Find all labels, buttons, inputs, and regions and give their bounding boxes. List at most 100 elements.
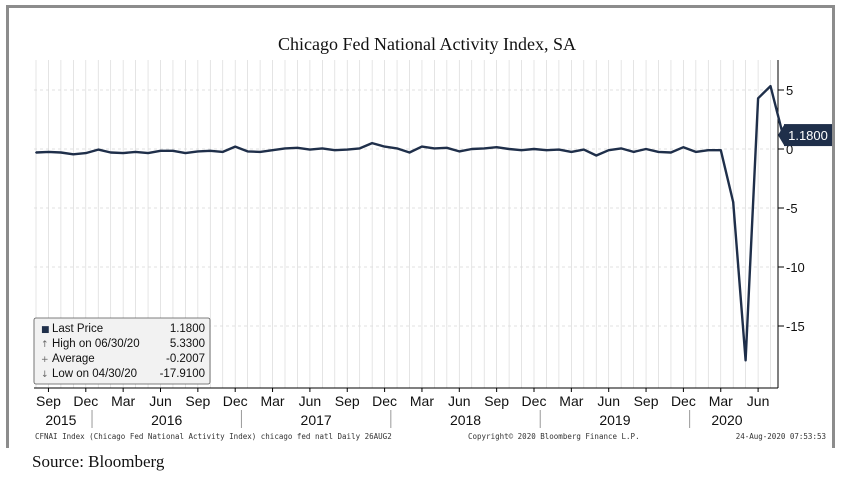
data-point [445, 146, 448, 149]
footer-left-note: CFNAI Index (Chicago Fed National Activi… [35, 432, 392, 441]
x-tick-label: Sep [335, 393, 360, 409]
legend-label: Last Price [52, 323, 103, 335]
data-point [707, 149, 710, 152]
year-label: 2020 [711, 412, 742, 428]
data-point [346, 148, 349, 151]
data-point [184, 152, 187, 155]
data-point [632, 151, 635, 153]
data-point [209, 149, 212, 152]
data-point [371, 142, 374, 145]
x-tick-label: Dec [372, 393, 397, 409]
legend-symbol: ↑ [41, 340, 49, 350]
x-tick-label: Sep [36, 393, 61, 409]
data-point [719, 149, 722, 152]
x-tick-label: Mar [709, 393, 733, 409]
x-tick-label: Jun [747, 393, 770, 409]
footer-copyright: Copyright© 2020 Bloomberg Finance L.P. [468, 432, 640, 441]
data-point [657, 151, 660, 153]
x-tick-label: Dec [73, 393, 98, 409]
data-point [769, 85, 772, 88]
data-point [670, 151, 672, 154]
legend-label: Average [52, 353, 95, 365]
data-point [234, 145, 237, 148]
data-point [47, 151, 50, 153]
data-point [620, 147, 623, 150]
data-point [694, 151, 697, 153]
data-point [284, 147, 286, 150]
x-tick-label: Jun [448, 393, 471, 409]
data-point [408, 151, 411, 154]
data-point [296, 146, 299, 149]
data-point [221, 151, 224, 153]
data-point [458, 150, 461, 153]
legend-symbol: ■ [41, 325, 50, 335]
data-point [72, 153, 75, 156]
data-point [682, 146, 685, 149]
x-tick-label: Sep [484, 393, 509, 409]
chart-title: Chicago Fed National Activity Index, SA [278, 34, 576, 54]
data-point [483, 147, 486, 150]
data-point [309, 148, 311, 151]
data-point [495, 146, 498, 149]
data-point [35, 151, 37, 154]
source-note: Source: Bloomberg [32, 452, 165, 471]
data-point [645, 148, 647, 150]
legend-label: High on 06/30/20 [52, 338, 140, 350]
data-point [520, 149, 523, 152]
data-point [421, 145, 423, 148]
data-point [271, 149, 274, 152]
x-tick-label: Jun [597, 393, 620, 409]
x-tick-label: Sep [185, 393, 210, 409]
data-point [358, 147, 361, 150]
legend-label: Low on 04/30/20 [52, 368, 137, 380]
data-point [147, 152, 149, 155]
data-point [259, 151, 261, 153]
y-tick-label: 0 [786, 142, 793, 157]
x-tick-label: Dec [671, 393, 696, 409]
x-tick-label: Dec [522, 393, 547, 409]
chart-legend: ■ Last Price 1.1800 ↑ High on 06/30/20 5.3300… [33, 317, 211, 385]
x-tick-label: Mar [260, 393, 284, 409]
y-tick-label: -15 [786, 319, 805, 334]
last-value-pointer [778, 125, 784, 146]
data-point [744, 359, 747, 362]
year-label: 2017 [301, 412, 332, 428]
data-point [172, 149, 174, 152]
chart-frame [6, 5, 835, 448]
data-point [383, 145, 386, 148]
data-point [333, 149, 336, 152]
y-tick-label: 5 [786, 83, 793, 98]
last-value-box [784, 124, 832, 147]
year-label: 2016 [151, 412, 182, 428]
year-label: 2018 [450, 412, 481, 428]
data-point [558, 148, 560, 151]
legend-value: -17.9100 [160, 368, 205, 380]
x-tick-label: Jun [299, 393, 322, 409]
data-point [732, 201, 735, 204]
data-point [757, 97, 759, 100]
data-point [246, 150, 249, 153]
data-point [196, 150, 199, 153]
data-point [321, 147, 324, 150]
year-label: 2019 [599, 412, 630, 428]
data-point [508, 148, 510, 150]
data-point [134, 151, 137, 153]
data-point [582, 148, 585, 151]
data-point [433, 147, 436, 150]
data-point [470, 148, 473, 150]
legend-symbol: ↓ [41, 370, 49, 380]
x-tick-label: Mar [410, 393, 434, 409]
data-point [533, 148, 535, 150]
data-point [545, 149, 548, 152]
data-point [595, 154, 598, 157]
data-point [122, 152, 125, 155]
y-tick-label: -5 [786, 201, 798, 216]
data-point [109, 151, 112, 154]
year-label: 2015 [45, 412, 76, 428]
data-point [159, 149, 162, 152]
legend-box [33, 317, 211, 385]
x-tick-label: Sep [634, 393, 659, 409]
data-point [97, 148, 100, 151]
legend-value: -0.2007 [166, 353, 205, 365]
